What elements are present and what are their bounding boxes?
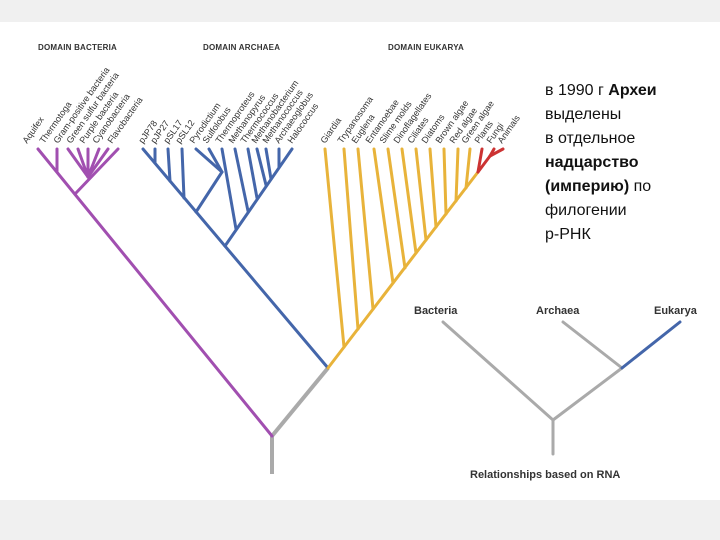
caption-line6: филогении [545,202,627,219]
caption-line3: в отдельное [545,130,636,147]
caption-line2: выделены [545,106,622,123]
bacteria-branches [36,147,274,438]
small-rna-tree [441,320,682,456]
tree-root-right-branch [270,366,330,438]
caption-line4-bold: надцарство [545,154,639,171]
caption-line5-post: по [629,178,652,195]
caption-line1-bold: Археи [608,82,657,99]
phylogenetic-tree: Aquifex Thermotoga Gram-positive bacteri… [20,65,682,474]
leaf-labels: Aquifex Thermotoga Gram-positive bacteri… [20,65,522,145]
small-tree-bacteria-label: Bacteria [414,305,458,317]
caption-line1-pre: в 1990 г [545,82,609,99]
domain-bacteria-title: DOMAIN BACTERIA [38,43,117,52]
animals-fungi-branches [476,147,505,174]
domain-archaea-title: DOMAIN ARCHAEA [203,43,281,52]
archaea-branches [141,147,330,370]
caption-line5-bold: (империю) [545,178,630,195]
small-tree-archaea-label: Archaea [536,305,580,317]
caption-text: в 1990 г Археи выделены в отдельное надц… [545,79,715,247]
domain-eukarya-title: DOMAIN EUKARYA [388,43,464,52]
caption-line7: р-РНК [545,226,591,243]
small-tree-eukarya-label: Eukarya [654,305,697,317]
small-tree-caption: Relationships based on RNA [470,469,621,481]
eukarya-branches [323,147,480,370]
slide: Aquifex Thermotoga Gram-positive bacteri… [0,22,720,500]
